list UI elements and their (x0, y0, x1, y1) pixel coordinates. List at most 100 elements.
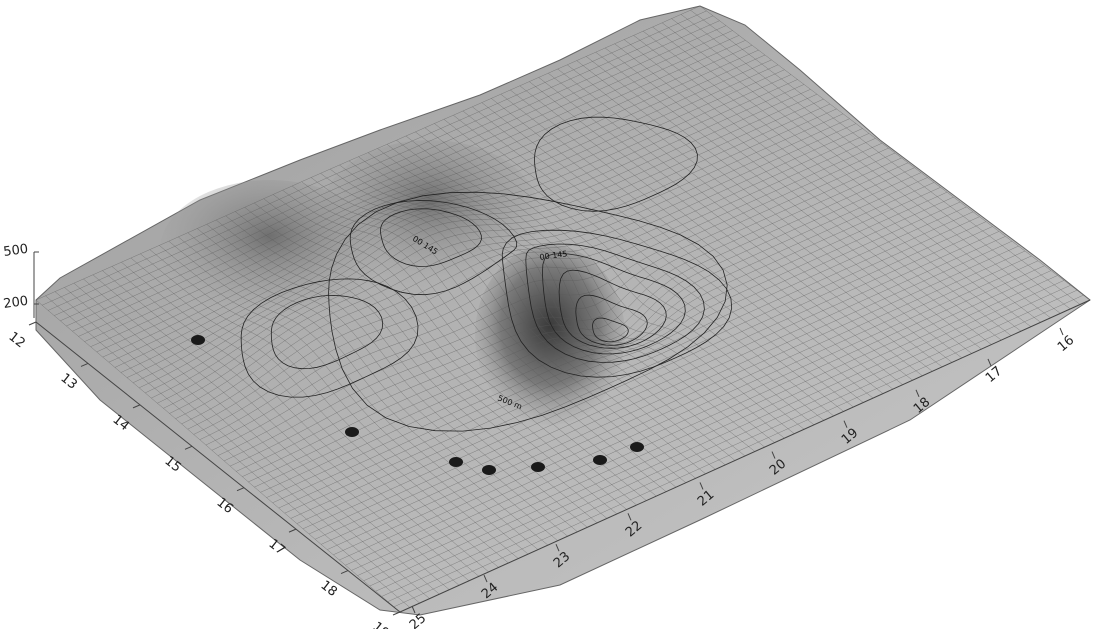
mesh-line-v (139, 89, 811, 389)
mesh-line-v (60, 25, 727, 322)
mesh-line-v (236, 167, 915, 472)
mesh-line-v (393, 294, 1084, 608)
mesh-line-v (315, 231, 1000, 540)
mesh-line-v (72, 35, 740, 332)
z-tick-label: 200 (2, 294, 29, 312)
contour-ring (270, 294, 384, 370)
mesh-line-v (224, 157, 902, 462)
mesh-line-v (108, 64, 779, 363)
contour-ring (558, 269, 667, 349)
contour-label-3: 00 145 (539, 249, 568, 262)
marker-point (531, 462, 545, 472)
mesh-line-v (302, 221, 987, 530)
mesh-line-v (199, 138, 876, 440)
y-tick-mark (555, 544, 560, 552)
x-tick-mark (132, 404, 141, 409)
mesh-line-v (217, 152, 896, 456)
contour-ring (349, 200, 518, 296)
contour-ring (575, 294, 648, 346)
mesh-line-v (339, 250, 1026, 561)
mesh-line-v (333, 245, 1019, 556)
mesh-line-v (248, 177, 928, 483)
mesh-line-v (42, 10, 707, 306)
surface-mesh (35, 5, 1091, 613)
mesh-line-v (242, 172, 922, 477)
y-axis-line (399, 299, 1091, 613)
mesh-line-v (369, 275, 1058, 587)
mesh-line-v (126, 79, 798, 378)
marker-point (482, 465, 496, 475)
mesh-line-v (157, 103, 831, 404)
z-tick-label: 500 (2, 242, 29, 260)
y-tick-mark (483, 574, 488, 583)
mesh-line-v (230, 162, 909, 467)
mesh-line-v (78, 40, 746, 337)
mesh-line-v (84, 44, 753, 342)
mesh-line-v (381, 285, 1071, 597)
marker-point (345, 427, 359, 437)
mesh-line-v (278, 201, 961, 509)
y-tick-mark (987, 358, 992, 367)
mesh-line-v (260, 187, 941, 493)
mesh-line-v (90, 49, 759, 347)
mesh-line-v (102, 59, 772, 358)
marker-points (191, 335, 644, 475)
mesh-line-v (145, 93, 818, 394)
mesh-line-v (308, 226, 993, 535)
mesh-line-v (290, 211, 974, 519)
mesh-line-v (54, 20, 720, 316)
mesh-line-v (48, 15, 714, 311)
contour-ring (534, 116, 698, 212)
mesh-line-v (351, 260, 1039, 571)
left-hill-shading (160, 180, 380, 320)
contour-ring (541, 253, 686, 355)
y-tick-mark (411, 605, 416, 614)
mesh-line-v (187, 128, 863, 430)
mesh-line-v (345, 255, 1032, 566)
mesh-line-v (254, 182, 935, 488)
mesh-line-v (357, 265, 1045, 576)
y-tick-mark (1059, 327, 1064, 336)
mesh-line-v (120, 74, 792, 373)
mesh-line-v (284, 206, 967, 514)
mesh-line-v (114, 69, 785, 368)
mesh-line-v (169, 113, 844, 414)
mesh-line-v (321, 236, 1006, 545)
contour-ring (328, 191, 728, 432)
mesh-line-v (193, 133, 870, 435)
mesh-line-v (266, 191, 948, 498)
y-tick-mark (627, 513, 632, 521)
y-tick-mark (771, 451, 776, 459)
mesh-line-v (211, 147, 889, 451)
x-tick-mark (80, 362, 89, 367)
x-tick-mark (392, 611, 401, 616)
mesh-line-v (387, 289, 1078, 602)
mesh-line-v (296, 216, 980, 524)
contour-ring (380, 208, 482, 267)
mesh-line-v (363, 270, 1052, 582)
mesh-line-v (35, 5, 701, 301)
contour-ring (501, 229, 733, 378)
y-tick-mark (915, 389, 920, 397)
marker-point (593, 455, 607, 465)
mesh-line-v (151, 98, 824, 399)
mesh-line-v (163, 108, 837, 409)
marker-point (449, 457, 463, 467)
x-tick-mark (288, 528, 297, 533)
mesh-line-v (96, 54, 766, 353)
mesh-line-v (175, 118, 850, 419)
marker-point (191, 335, 205, 345)
mesh-line-v (375, 280, 1065, 592)
mesh-line-v (181, 123, 857, 425)
marker-point (630, 442, 644, 452)
contour-ring (525, 243, 705, 363)
z-axis-ticks: 500 200 (2, 242, 39, 312)
mesh-line-v (205, 142, 883, 446)
x-tick-mark (184, 445, 193, 450)
contour-lines (240, 116, 733, 432)
x-tick-label: 19 (370, 619, 392, 629)
x-tick-mark (28, 321, 37, 326)
x-tick-label: 12 (6, 329, 28, 351)
mesh-line-v (327, 240, 1013, 550)
